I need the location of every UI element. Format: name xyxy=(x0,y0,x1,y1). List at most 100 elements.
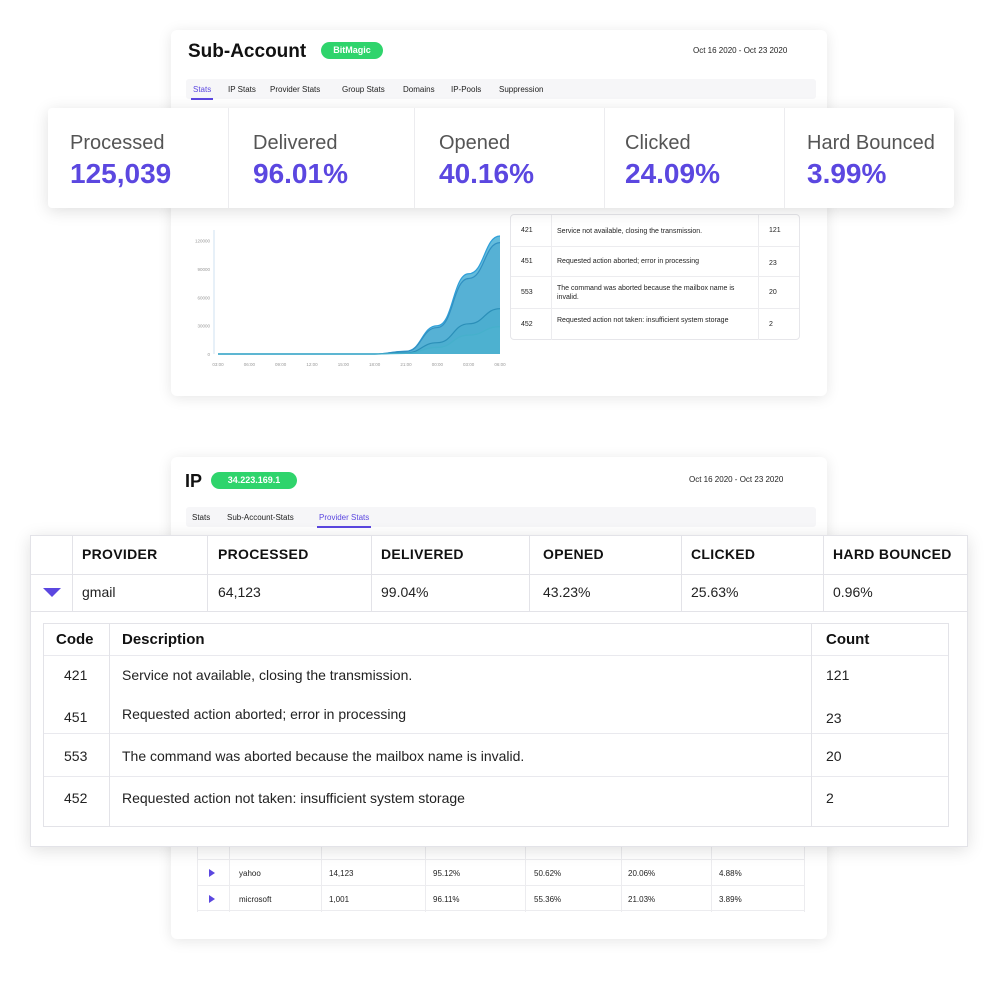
date-range[interactable]: Oct 16 2020 - Oct 23 2020 xyxy=(693,46,788,55)
column-divider xyxy=(823,536,824,611)
table-row: 451 Requested action aborted; error in p… xyxy=(44,698,948,734)
provider-name: microsoft xyxy=(239,895,272,904)
collapse-caret-icon[interactable] xyxy=(43,588,61,597)
tab-stats[interactable]: Stats xyxy=(190,85,214,100)
error-code: 421 xyxy=(64,667,88,683)
x-tick-label: 00:00 xyxy=(432,362,444,367)
provider-name: gmail xyxy=(82,584,116,600)
column-divider xyxy=(425,846,426,912)
expand-caret-icon[interactable] xyxy=(209,869,215,877)
table-row: 553 The command was aborted because the … xyxy=(511,277,799,309)
column-divider xyxy=(207,536,208,611)
subaccount-card: Sub-Account BitMagic Oct 16 2020 - Oct 2… xyxy=(171,30,827,396)
header-description: Description xyxy=(122,631,205,648)
hard-bounced-value: 4.88% xyxy=(719,869,742,878)
processed-value: 64,123 xyxy=(218,584,261,600)
tab-suppression[interactable]: Suppression xyxy=(499,85,544,94)
x-tick-label: 15:00 xyxy=(338,362,350,367)
column-divider xyxy=(758,215,759,340)
series-area-opened xyxy=(218,308,500,354)
tab-provider-stats[interactable]: Provider Stats xyxy=(270,85,321,94)
tab-stats[interactable]: Stats xyxy=(192,513,211,522)
y-tick-label: 60000 xyxy=(197,295,210,300)
tab-sub-account-stats[interactable]: Sub-Account-Stats xyxy=(227,513,294,522)
divider xyxy=(784,108,785,208)
stat-label: Opened xyxy=(439,132,511,154)
x-tick-label: 18:00 xyxy=(369,362,381,367)
x-tick-label: 12:00 xyxy=(306,362,318,367)
tab-group-stats[interactable]: Group Stats xyxy=(342,85,385,94)
error-code: 452 xyxy=(521,321,533,328)
row-divider xyxy=(31,574,967,575)
table-row: 452 Requested action not taken: insuffic… xyxy=(44,777,948,826)
tab-domains[interactable]: Domains xyxy=(403,85,435,94)
x-tick-label: 06:00 xyxy=(494,362,506,367)
y-tick-label: 30000 xyxy=(197,324,210,329)
y-tick-label: 0 xyxy=(207,352,210,357)
error-description: Service not available, closing the trans… xyxy=(557,228,703,235)
stat-value: 40.16% xyxy=(439,158,534,189)
header-processed[interactable]: PROCESSED xyxy=(218,546,309,562)
processed-value: 14,123 xyxy=(329,869,354,878)
error-code: 451 xyxy=(521,258,533,265)
tab-ip-stats[interactable]: IP Stats xyxy=(228,85,256,94)
error-code: 451 xyxy=(64,709,88,725)
column-divider xyxy=(529,536,530,611)
column-divider xyxy=(321,846,322,912)
table-row[interactable]: microsoft 1,001 96.11% 55.36% 21.03% 3.8… xyxy=(197,885,805,911)
table-row: 451 Requested action aborted; error in p… xyxy=(511,247,799,277)
header-delivered[interactable]: DELIVERED xyxy=(381,546,464,562)
processed-value: 1,001 xyxy=(329,895,350,904)
header-clicked[interactable]: CLICKED xyxy=(691,546,756,562)
stat-value: 125,039 xyxy=(70,158,172,189)
delivered-value: 96.11% xyxy=(433,895,460,904)
divider xyxy=(604,108,605,208)
area-chart: 120000 90000 60000 30000 0 03:00 06:00 09:00 12:… xyxy=(186,210,506,377)
error-count: 23 xyxy=(769,260,777,267)
table-row: 421 Service not available, closing the t… xyxy=(44,656,948,698)
stat-label: Processed xyxy=(70,132,165,154)
error-description: The command was aborted because the mail… xyxy=(557,285,735,301)
error-detail-panel: Code Description Count 421 Service not a… xyxy=(43,623,949,827)
divider xyxy=(228,108,229,208)
tab-ip-pools[interactable]: IP-Pools xyxy=(451,85,482,94)
opened-value: 43.23% xyxy=(543,584,591,600)
expand-caret-icon[interactable] xyxy=(209,895,215,903)
provider-table: PROVIDER PROCESSED DELIVERED OPENED CLIC… xyxy=(30,535,968,847)
header-hard-bounced[interactable]: HARD BOUNCED xyxy=(833,546,952,562)
page-title: Sub-Account xyxy=(188,41,307,62)
stats-summary-bar: Processed 125,039 Delivered 96.01% Opene… xyxy=(48,108,954,208)
error-description: Requested action aborted; error in proce… xyxy=(122,706,407,722)
clicked-value: 25.63% xyxy=(691,584,739,600)
stat-label: Hard Bounced xyxy=(807,132,935,154)
series-area-processed xyxy=(218,236,500,354)
x-tick-label: 21:00 xyxy=(400,362,412,367)
series-line-clicked xyxy=(218,326,501,355)
error-description: The command was aborted because the mail… xyxy=(122,748,525,764)
series-area-delivered xyxy=(218,242,500,354)
table-row[interactable]: yahoo 14,123 95.12% 50.62% 20.06% 4.88% xyxy=(197,859,805,885)
header-opened[interactable]: OPENED xyxy=(543,546,604,562)
series-area-clicked xyxy=(218,326,500,354)
divider xyxy=(414,108,415,208)
table-row: 421 Service not available, closing the t… xyxy=(511,215,799,247)
ip-tabs: Stats Sub-Account-Stats Provider Stats xyxy=(186,507,816,528)
tab-provider-stats[interactable]: Provider Stats xyxy=(316,513,372,528)
error-code: 452 xyxy=(64,790,88,806)
table-row: 553 The command was aborted because the … xyxy=(44,734,948,777)
delivered-value: 99.04% xyxy=(381,584,429,600)
header-provider[interactable]: PROVIDER xyxy=(82,546,158,562)
column-divider xyxy=(711,846,712,912)
stat-value: 24.09% xyxy=(625,158,720,189)
date-range[interactable]: Oct 16 2020 - Oct 23 2020 xyxy=(689,475,784,484)
error-description: Service not available, closing the trans… xyxy=(122,667,413,683)
y-tick-label: 120000 xyxy=(195,239,211,244)
column-divider xyxy=(371,536,372,611)
error-count: 2 xyxy=(826,790,834,806)
error-table-header: Code Description Count xyxy=(44,624,948,656)
x-tick-label: 09:00 xyxy=(275,362,287,367)
column-divider xyxy=(197,846,198,912)
hard-bounced-value: 3.89% xyxy=(719,895,742,904)
column-divider xyxy=(229,846,230,912)
